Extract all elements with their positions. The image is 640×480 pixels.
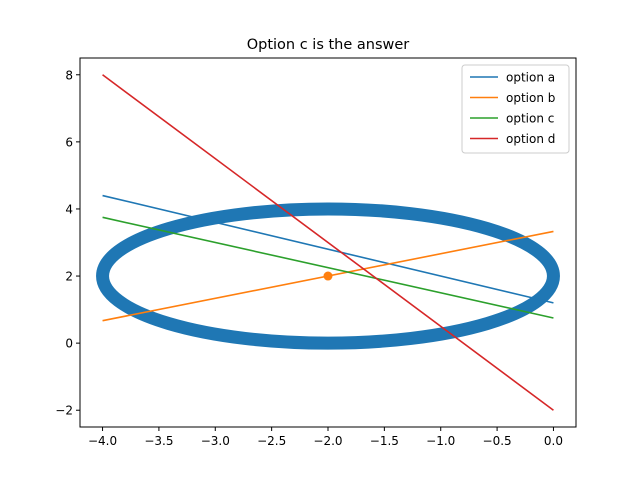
legend: option a option b option c option d xyxy=(461,64,570,154)
legend-label-option-c: option c xyxy=(506,112,554,126)
x-axis: −4.0 −3.5 −3.0 −2.5 −2.0 −1.5 −1.0 −0.5 0.0 xyxy=(88,427,563,448)
x-tick-label: −3.5 xyxy=(144,434,173,448)
y-tick-label: −2 xyxy=(55,404,73,418)
center-point xyxy=(323,271,333,281)
x-tick-label: −4.0 xyxy=(88,434,117,448)
series-line-option-d xyxy=(102,74,554,411)
x-tick-label: −1.0 xyxy=(426,434,455,448)
series-line-option-c xyxy=(102,216,554,319)
legend-label-option-b: option b xyxy=(506,91,555,105)
x-tick-label: −2.0 xyxy=(313,434,342,448)
y-tick-label: 8 xyxy=(65,68,73,82)
y-tick-label: 0 xyxy=(65,337,73,351)
series-line-option-a xyxy=(102,194,554,304)
y-tick-label: 2 xyxy=(65,270,73,284)
y-tick-label: 4 xyxy=(65,202,73,216)
x-tick-label: −2.5 xyxy=(257,434,286,448)
x-tick-label: 0.0 xyxy=(544,434,563,448)
x-tick-label: −3.0 xyxy=(201,434,230,448)
legend-label-option-a: option a xyxy=(506,71,555,85)
y-axis: −2 0 2 4 6 8 xyxy=(55,68,80,418)
legend-box xyxy=(461,64,570,154)
ellipse-curve xyxy=(96,202,560,350)
chart-title: Option c is the answer xyxy=(247,37,410,53)
legend-label-option-d: option d xyxy=(506,132,555,146)
x-tick-label: −0.5 xyxy=(483,434,512,448)
plot-area xyxy=(96,74,560,411)
x-tick-label: −1.5 xyxy=(370,434,399,448)
y-tick-label: 6 xyxy=(65,135,73,149)
